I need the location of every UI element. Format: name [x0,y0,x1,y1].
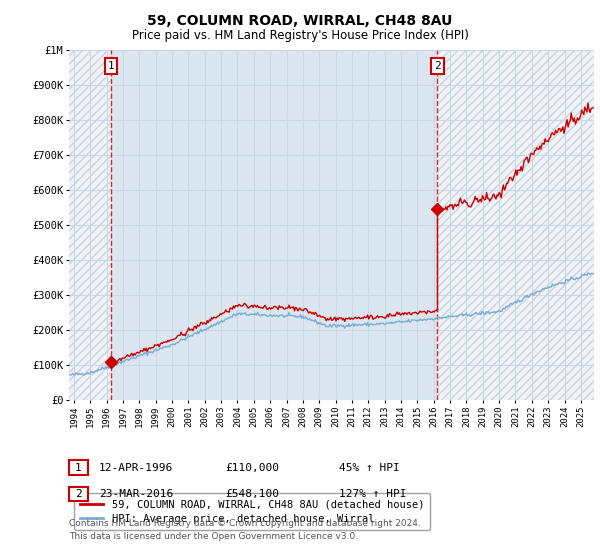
Text: 12-APR-1996: 12-APR-1996 [99,463,173,473]
Text: Price paid vs. HM Land Registry's House Price Index (HPI): Price paid vs. HM Land Registry's House … [131,29,469,42]
Bar [69,50,111,400]
Text: £110,000: £110,000 [225,463,279,473]
Text: 1: 1 [75,463,82,473]
Legend: 59, COLUMN ROAD, WIRRAL, CH48 8AU (detached house), HPI: Average price, detached: 59, COLUMN ROAD, WIRRAL, CH48 8AU (detac… [74,493,430,530]
Text: 59, COLUMN ROAD, WIRRAL, CH48 8AU: 59, COLUMN ROAD, WIRRAL, CH48 8AU [148,14,452,28]
Text: 1: 1 [108,61,115,71]
Text: 127% ↑ HPI: 127% ↑ HPI [339,489,407,499]
Text: This data is licensed under the Open Government Licence v3.0.: This data is licensed under the Open Gov… [69,532,358,541]
Text: 2: 2 [75,489,82,499]
Text: Contains HM Land Registry data © Crown copyright and database right 2024.: Contains HM Land Registry data © Crown c… [69,520,421,529]
Bar [437,50,594,400]
Text: 2: 2 [434,61,441,71]
Text: 23-MAR-2016: 23-MAR-2016 [99,489,173,499]
Text: 45% ↑ HPI: 45% ↑ HPI [339,463,400,473]
Text: £548,100: £548,100 [225,489,279,499]
